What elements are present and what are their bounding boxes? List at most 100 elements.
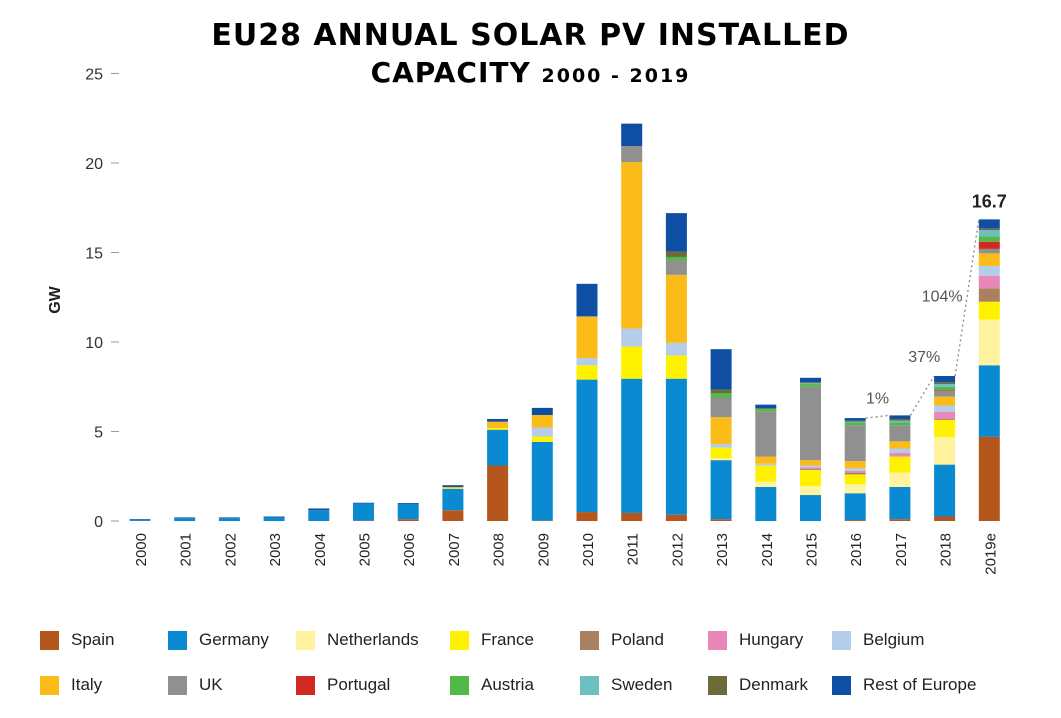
- bar-segment-uk: [755, 411, 777, 457]
- x-tick-label: 2019e: [982, 533, 999, 575]
- bar-segment-denmark: [889, 418, 911, 421]
- y-tick-label: 5: [94, 425, 103, 442]
- bar-segment-italy: [487, 421, 509, 428]
- y-tick-label: 15: [85, 246, 103, 263]
- bar-segment-italy: [800, 460, 821, 466]
- bar-segment-netherlands: [755, 481, 777, 487]
- legend-label: Austria: [481, 675, 534, 694]
- legend-item-rest-of-europe: Rest of Europe: [832, 673, 976, 697]
- bar-segment-belgium: [844, 468, 866, 471]
- bar-segment-poland: [978, 288, 1000, 302]
- bar-segment-hungary: [844, 470, 866, 473]
- bar-segment-rest-of-europe: [889, 415, 911, 419]
- annotation-growth: 37%: [908, 349, 940, 366]
- legend-swatch: [168, 630, 187, 650]
- bar-segment-germany: [978, 365, 1000, 437]
- bar-segment-rest-of-europe: [755, 404, 777, 409]
- bar-segment-germany: [263, 517, 285, 521]
- bar-segment-spain: [710, 519, 732, 521]
- bar-segment-spain: [487, 465, 509, 521]
- legend-item-hungary: Hungary: [708, 628, 803, 652]
- bar-segment-belgium: [889, 448, 911, 453]
- x-tick-label: 2012: [669, 533, 686, 566]
- bar-segment-denmark: [934, 382, 956, 385]
- x-tick-label: 2007: [446, 533, 463, 566]
- bar-segment-italy: [531, 415, 553, 428]
- y-tick-label: 0: [94, 514, 103, 531]
- chart-title-capacity: CAPACITY: [370, 56, 531, 89]
- y-axis-label: GW: [47, 285, 64, 313]
- bar-segment-rest-of-europe: [487, 418, 509, 422]
- bar-segment-spain: [978, 436, 1000, 521]
- legend-swatch: [580, 630, 599, 650]
- x-tick-label: 2013: [714, 533, 731, 566]
- legend-label: France: [481, 630, 534, 649]
- bar-segment-germany: [218, 518, 240, 521]
- bar-segment-poland: [844, 472, 866, 475]
- bar-segment-netherlands: [889, 472, 911, 487]
- legend-swatch: [832, 675, 851, 695]
- legend-swatch: [708, 630, 727, 650]
- legend-item-italy: Italy: [40, 673, 102, 697]
- bar-segment-austria: [665, 256, 687, 261]
- legend-swatch: [296, 675, 315, 695]
- bar-segment-austria: [844, 422, 866, 426]
- bar-segment-italy: [755, 456, 777, 464]
- legend-item-uk: UK: [168, 673, 223, 697]
- bar-segment-france: [531, 436, 553, 442]
- bar-segment-hungary: [978, 275, 1000, 289]
- legend-item-belgium: Belgium: [832, 628, 924, 652]
- bar-segment-spain: [665, 514, 687, 521]
- bar-segment-rest-of-europe: [710, 349, 732, 390]
- bar-segment-spain: [621, 512, 643, 521]
- y-tick-label: 20: [85, 156, 103, 173]
- bar-segment-sweden: [889, 420, 911, 423]
- bar-segment-germany: [800, 495, 821, 521]
- bar-segment-rest-of-europe: [934, 376, 956, 383]
- legend-swatch: [450, 675, 469, 695]
- bar-segment-france: [978, 301, 1000, 320]
- bar-segment-uk: [889, 425, 911, 442]
- bar-segment-denmark: [978, 228, 1000, 231]
- legend-label: Spain: [71, 630, 115, 649]
- bar-segment-rest-of-europe: [665, 213, 687, 252]
- x-tick-label: 2010: [580, 533, 597, 566]
- bar-segment-uk: [934, 391, 956, 397]
- bar-segment-netherlands: [934, 436, 956, 465]
- bar-segment-spain: [844, 520, 866, 521]
- chart-title-line1: EU28 ANNUAL SOLAR PV INSTALLED: [211, 18, 850, 53]
- bar-segment-portugal: [934, 390, 956, 392]
- bar-segment-uk: [576, 316, 598, 317]
- bar-segment-rest-of-europe: [621, 123, 643, 146]
- bar-segment-germany: [576, 379, 598, 513]
- bar-segment-sweden: [844, 421, 866, 423]
- bar-segment-germany: [353, 503, 374, 521]
- legend-item-portugal: Portugal: [296, 673, 390, 697]
- bar-segment-germany: [308, 510, 330, 521]
- bar-segment-sweden: [978, 230, 1000, 237]
- bar-segment-netherlands: [844, 484, 866, 494]
- bar-segment-italy: [889, 441, 911, 449]
- legend-item-denmark: Denmark: [708, 673, 808, 697]
- bar-segment-belgium: [978, 265, 1000, 276]
- bar-segment-germany: [531, 441, 553, 521]
- legend-label: Belgium: [863, 630, 925, 649]
- legend-swatch: [450, 630, 469, 650]
- chart-title-years: 2000 - 2019: [541, 65, 691, 87]
- bar-segment-rest-of-europe: [353, 502, 374, 504]
- bar-segment-italy: [978, 253, 1000, 266]
- bar-segment-germany: [710, 460, 732, 520]
- growth-line: [909, 375, 935, 416]
- bar-segment-uk: [844, 425, 866, 462]
- bar-segment-france: [442, 487, 464, 489]
- bar-segment-germany: [934, 464, 956, 517]
- bar-segment-denmark: [800, 382, 821, 384]
- legend-swatch: [296, 630, 315, 650]
- y-tick-label: 10: [85, 335, 103, 352]
- bar-segment-austria: [800, 384, 821, 387]
- bar-segment-rest-of-europe: [531, 407, 553, 416]
- x-tick-label: 2009: [535, 533, 552, 566]
- bar-segment-hungary: [889, 452, 911, 457]
- legend-item-germany: Germany: [168, 628, 269, 652]
